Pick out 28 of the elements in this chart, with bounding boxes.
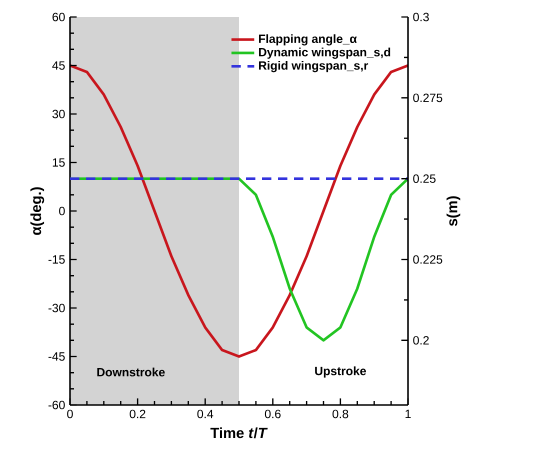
- y-tick-label: 15: [52, 158, 65, 167]
- x-tick-label: 0.4: [197, 410, 214, 418]
- annotation: Upstroke: [315, 366, 366, 378]
- x-tick-label: 0.2: [130, 410, 146, 418]
- legend-label: Rigid wingspan_s,r: [259, 60, 368, 72]
- y2-tick-label: 0.225: [413, 255, 442, 264]
- y-tick-label: -60: [48, 400, 65, 410]
- x-tick-label: 0: [67, 410, 73, 418]
- legend-label: Flapping angle_α: [259, 34, 357, 46]
- y2-tick-label: 0.3: [413, 12, 429, 22]
- y2-tick-label: 0.2: [413, 336, 429, 345]
- annotation: Downstroke: [97, 368, 165, 376]
- y-tick-label: -45: [48, 352, 65, 361]
- y2-axis-title: s(m): [446, 196, 460, 226]
- x-tick-label: 0.8: [332, 410, 348, 418]
- y-tick-label: 0: [59, 206, 65, 216]
- x-tick-label: 1: [406, 410, 411, 418]
- y-tick-label: -15: [48, 255, 65, 264]
- y-tick-label: -30: [48, 304, 65, 312]
- y-axis-title: α(deg.): [30, 187, 44, 235]
- x-tick-label: 0.6: [264, 410, 281, 418]
- y2-tick-label: 0.275: [413, 94, 442, 102]
- x-axis-title: Time t/T: [210, 427, 268, 438]
- y2-tick-label: 0.25: [413, 174, 436, 183]
- y-tick-label: 45: [52, 61, 65, 70]
- legend-label: Dynamic wingspan_s,d: [259, 48, 390, 59]
- y-tick-label: 30: [52, 110, 65, 118]
- y-tick-label: 60: [52, 12, 65, 22]
